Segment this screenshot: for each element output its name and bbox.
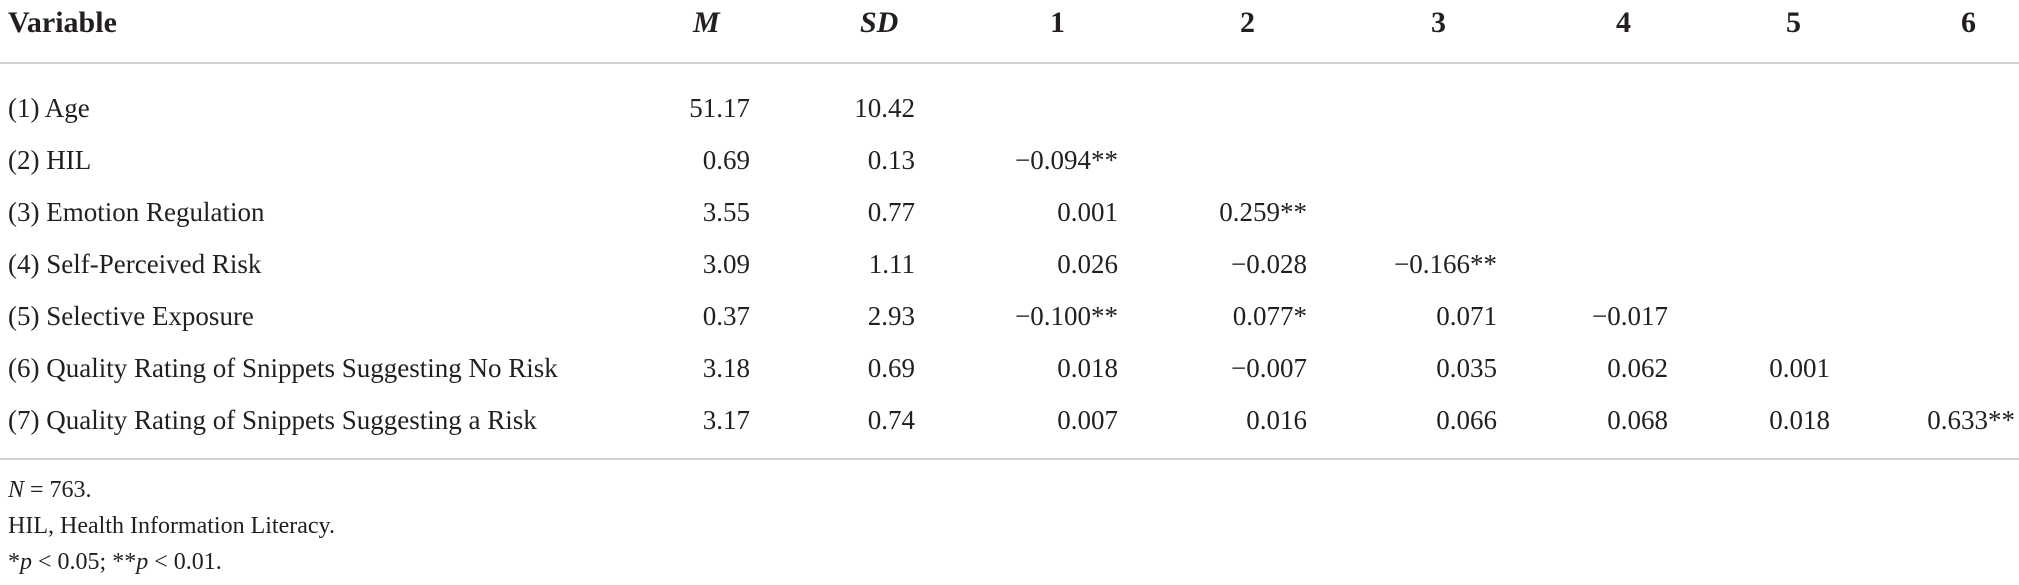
note-significance: *p < 0.05; **p < 0.01.	[8, 546, 222, 578]
cell-corr-2: −0.007	[1231, 353, 1307, 383]
header-col-5: 5	[1786, 6, 1801, 39]
header-col-2: 2	[1240, 6, 1255, 39]
cell-corr-2: −0.028	[1231, 249, 1307, 279]
footer-divider	[0, 458, 2019, 460]
cell-mean: 3.17	[702, 405, 750, 435]
cell-corr-1: −0.094**	[1015, 145, 1118, 175]
note-n-value: = 763.	[24, 477, 92, 503]
note-p2: p	[136, 549, 149, 575]
cell-corr-3: 0.071	[1436, 301, 1497, 331]
cell-corr-4: 0.068	[1607, 405, 1668, 435]
header-col-3: 3	[1431, 6, 1446, 39]
table-row: (6) Quality Rating of Snippets Suggestin…	[0, 342, 2019, 394]
cell-sd: 0.74	[867, 405, 915, 435]
note-sig-prefix: *	[8, 549, 20, 575]
cell-sd: 1.11	[868, 249, 915, 279]
cell-corr-3: −0.166**	[1394, 249, 1497, 279]
cell-corr-1: 0.001	[1057, 197, 1118, 227]
header-col-1: 1	[1050, 6, 1065, 39]
cell-corr-1: 0.018	[1057, 353, 1118, 383]
header-col-6: 6	[1961, 6, 1976, 39]
table-row: (5) Selective Exposure 0.37 2.93 −0.100*…	[0, 290, 2019, 342]
header-sd: SD	[860, 6, 899, 39]
note-p1: p	[20, 549, 32, 575]
row-label: (3) Emotion Regulation	[8, 197, 265, 227]
note-sig-mid: < 0.05; **	[32, 549, 137, 575]
table-row: (4) Self-Perceived Risk 3.09 1.11 0.026 …	[0, 238, 2019, 290]
cell-sd: 0.13	[867, 145, 915, 175]
row-label: (6) Quality Rating of Snippets Suggestin…	[8, 353, 558, 383]
row-label: (7) Quality Rating of Snippets Suggestin…	[8, 405, 537, 435]
cell-corr-6: 0.633**	[1927, 405, 2015, 435]
note-abbreviation: HIL, Health Information Literacy.	[8, 513, 335, 539]
table-row: (3) Emotion Regulation 3.55 0.77 0.001 0…	[0, 186, 2019, 238]
note-sig-end: < 0.01.	[148, 549, 222, 575]
header-mean: M	[693, 6, 720, 39]
cell-corr-5: 0.001	[1769, 353, 1830, 383]
cell-corr-3: 0.035	[1436, 353, 1497, 383]
cell-corr-1: 0.026	[1057, 249, 1118, 279]
cell-sd: 2.93	[867, 301, 915, 331]
cell-corr-2: 0.077*	[1232, 301, 1307, 331]
table-row: (1) Age 51.17 10.42	[0, 82, 2019, 134]
row-label: (1) Age	[8, 93, 90, 123]
cell-mean: 0.37	[702, 301, 750, 331]
cell-corr-5: 0.018	[1769, 405, 1830, 435]
header-col-4: 4	[1616, 6, 1631, 39]
row-label: (5) Selective Exposure	[8, 301, 254, 331]
cell-mean: 3.09	[702, 249, 750, 279]
cell-corr-1: 0.007	[1057, 405, 1118, 435]
header-divider	[0, 62, 2019, 64]
row-label: (2) HIL	[8, 145, 92, 175]
note-sample-size: N = 763.	[8, 474, 92, 506]
cell-mean: 3.55	[702, 197, 750, 227]
cell-corr-4: −0.017	[1592, 301, 1668, 331]
table-row: (7) Quality Rating of Snippets Suggestin…	[0, 394, 2019, 446]
cell-corr-1: −0.100**	[1015, 301, 1118, 331]
cell-mean: 3.18	[702, 353, 750, 383]
cell-corr-3: 0.066	[1436, 405, 1497, 435]
cell-corr-2: 0.016	[1246, 405, 1307, 435]
cell-sd: 0.77	[867, 197, 915, 227]
cell-mean: 51.17	[689, 93, 750, 123]
cell-sd: 10.42	[854, 93, 915, 123]
cell-corr-4: 0.062	[1607, 353, 1668, 383]
note-n-symbol: N	[8, 477, 25, 503]
header-variable: Variable	[8, 6, 117, 39]
cell-mean: 0.69	[702, 145, 750, 175]
cell-corr-2: 0.259**	[1219, 197, 1307, 227]
cell-sd: 0.69	[867, 353, 915, 383]
table-row: (2) HIL 0.69 0.13 −0.094**	[0, 134, 2019, 186]
row-label: (4) Self-Perceived Risk	[8, 249, 262, 279]
